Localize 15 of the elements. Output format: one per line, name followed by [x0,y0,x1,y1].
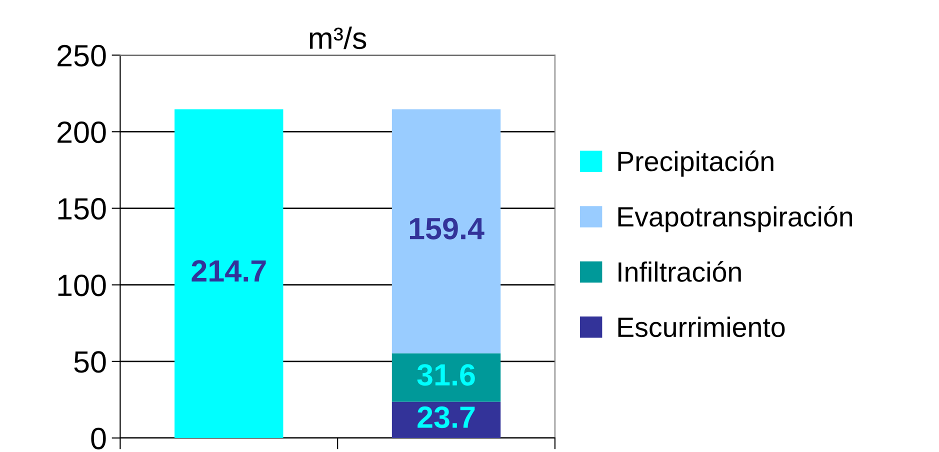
legend-label: Evapotranspiración [618,206,852,232]
y-tick-label: 50 [74,351,106,373]
legend-label: Precipitación [618,150,774,177]
data-label: 31.6 [417,364,475,386]
y-tick-label: 0 [91,428,106,450]
y-tick-label: 250 [58,44,106,67]
y-tick-label: 100 [58,274,106,296]
y-tick-label: 150 [58,198,106,220]
legend-label: Infiltración [618,261,741,282]
data-label: 159.4 [410,218,484,240]
y-tick-label: 200 [58,121,106,144]
data-label: 23.7 [418,406,475,428]
data-label: 214.7 [192,260,266,282]
chart-title: m³/s [310,26,366,50]
legend-label: Escurrimiento [618,316,785,338]
